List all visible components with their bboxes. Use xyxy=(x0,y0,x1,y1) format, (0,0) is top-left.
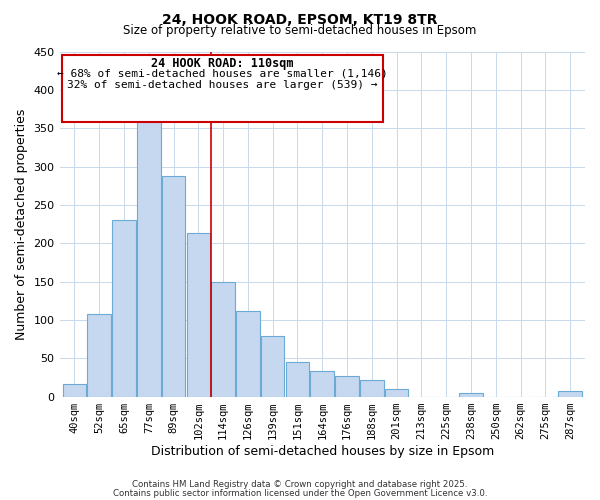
Bar xyxy=(385,389,409,396)
FancyBboxPatch shape xyxy=(62,55,383,122)
Bar xyxy=(187,233,210,396)
Text: Size of property relative to semi-detached houses in Epsom: Size of property relative to semi-detach… xyxy=(124,24,476,37)
Text: 32% of semi-detached houses are larger (539) →: 32% of semi-detached houses are larger (… xyxy=(67,80,377,90)
Bar xyxy=(459,392,483,396)
Bar xyxy=(211,282,235,397)
Bar xyxy=(112,220,136,396)
Bar xyxy=(310,370,334,396)
Text: Contains public sector information licensed under the Open Government Licence v3: Contains public sector information licen… xyxy=(113,489,487,498)
Bar xyxy=(236,310,260,396)
Bar xyxy=(360,380,383,396)
Bar xyxy=(335,376,359,396)
Y-axis label: Number of semi-detached properties: Number of semi-detached properties xyxy=(15,108,28,340)
Bar xyxy=(261,336,284,396)
Text: ← 68% of semi-detached houses are smaller (1,146): ← 68% of semi-detached houses are smalle… xyxy=(57,68,388,78)
Text: 24, HOOK ROAD, EPSOM, KT19 8TR: 24, HOOK ROAD, EPSOM, KT19 8TR xyxy=(162,12,438,26)
Text: 24 HOOK ROAD: 110sqm: 24 HOOK ROAD: 110sqm xyxy=(151,56,293,70)
X-axis label: Distribution of semi-detached houses by size in Epsom: Distribution of semi-detached houses by … xyxy=(151,444,494,458)
Bar xyxy=(559,391,582,396)
Bar xyxy=(137,118,161,396)
Text: Contains HM Land Registry data © Crown copyright and database right 2025.: Contains HM Land Registry data © Crown c… xyxy=(132,480,468,489)
Bar xyxy=(162,176,185,396)
Bar xyxy=(286,362,309,396)
Bar xyxy=(88,314,111,396)
Bar xyxy=(62,384,86,396)
